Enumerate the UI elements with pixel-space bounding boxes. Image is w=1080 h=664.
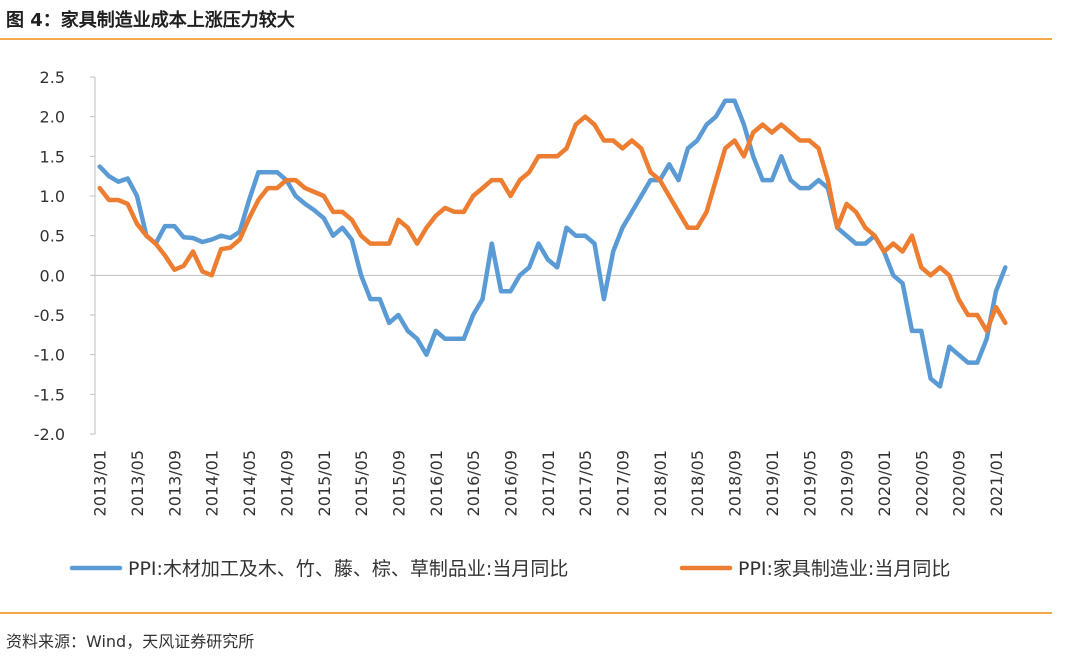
x-tick-label: 2017/05 — [576, 450, 595, 516]
x-tick-label: 2016/01 — [427, 450, 446, 516]
x-tick-label: 2020/01 — [875, 450, 894, 516]
x-tick-label: 2019/09 — [838, 450, 857, 516]
source-note: 资料来源：Wind，天风证券研究所 — [6, 632, 255, 651]
x-tick-label: 2016/09 — [501, 450, 520, 516]
page-title: 图 4：家具制造业成本上涨压力较大 — [6, 10, 295, 31]
x-tick-label: 2019/05 — [800, 450, 819, 516]
y-tick-label: -1.0 — [34, 346, 65, 365]
chart-series — [97, 98, 1008, 389]
x-tick-label: 2021/01 — [987, 450, 1006, 516]
x-tick-label: 2015/05 — [352, 450, 371, 516]
chart-legend: PPI:木材加工及木、竹、藤、棕、草制品业:当月同比 PPI:家具制造业:当月同比 — [69, 558, 950, 580]
y-axis: 2.5 2.0 1.5 1.0 0.5 0.0 -0.5 -1.0 -1.5 -2.0 — [34, 68, 96, 444]
x-axis: 2013/01 2013/05 2013/09 2014/01 2014/05 2014/… — [91, 274, 1010, 516]
y-tick-label: -1.5 — [34, 385, 65, 404]
x-tick-label: 2017/09 — [614, 450, 633, 516]
x-tick-label: 2020/05 — [912, 450, 931, 516]
footer-divider — [0, 612, 1052, 614]
legend-label-wood: PPI:木材加工及木、竹、藤、棕、草制品业:当月同比 — [128, 558, 568, 580]
x-tick-label: 2013/01 — [91, 450, 110, 516]
title-divider — [0, 38, 1052, 40]
x-tick-label: 2018/01 — [651, 450, 670, 516]
y-tick-label: -2.0 — [34, 425, 65, 444]
series-line-wood — [97, 98, 1008, 389]
x-tick-label: 2014/05 — [240, 450, 259, 516]
x-tick-label: 2013/09 — [165, 450, 184, 516]
x-tick-label: 2017/01 — [539, 450, 558, 516]
x-tick-label: 2018/05 — [688, 450, 707, 516]
y-tick-label: 1.0 — [40, 187, 65, 206]
x-tick-label: 2014/01 — [203, 450, 222, 516]
x-tick-label: 2013/05 — [128, 450, 147, 516]
y-tick-label: 1.5 — [40, 147, 65, 166]
series-line-furniture — [97, 114, 1008, 334]
x-tick-label: 2015/09 — [389, 450, 408, 516]
legend-label-furniture: PPI:家具制造业:当月同比 — [738, 558, 950, 580]
y-tick-label: 2.0 — [40, 108, 65, 127]
x-tick-label: 2016/05 — [464, 450, 483, 516]
y-tick-label: -0.5 — [34, 306, 65, 325]
x-tick-label: 2020/09 — [950, 450, 969, 516]
y-tick-label: 0.5 — [40, 227, 65, 246]
x-tick-label: 2015/01 — [315, 450, 334, 516]
x-tick-label: 2019/01 — [763, 450, 782, 516]
y-tick-label: 0.0 — [40, 266, 65, 285]
x-tick-label: 2018/09 — [726, 450, 745, 516]
x-tick-label: 2014/09 — [277, 450, 296, 516]
y-tick-label: 2.5 — [40, 68, 65, 87]
